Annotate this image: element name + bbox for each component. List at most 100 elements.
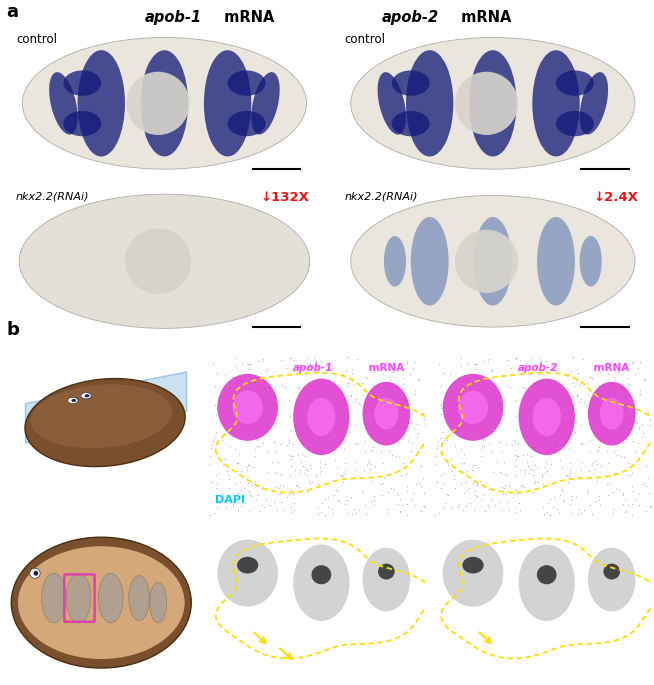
Point xyxy=(402,499,412,510)
Point xyxy=(460,476,471,487)
Point xyxy=(285,411,296,422)
Point xyxy=(574,380,585,391)
Point xyxy=(475,450,486,461)
Point xyxy=(394,451,404,462)
Ellipse shape xyxy=(537,217,575,306)
Ellipse shape xyxy=(141,50,188,156)
Text: mRNA: mRNA xyxy=(219,10,275,25)
Point xyxy=(611,421,622,432)
Point xyxy=(267,414,277,425)
Point xyxy=(405,446,416,457)
Point xyxy=(553,375,564,386)
Point xyxy=(520,464,530,475)
Point xyxy=(608,508,619,519)
Point xyxy=(360,386,370,397)
Point xyxy=(517,479,527,490)
Point xyxy=(509,438,520,449)
Point xyxy=(245,409,255,420)
Point xyxy=(409,357,420,368)
Point xyxy=(300,413,310,424)
Point xyxy=(340,365,351,376)
Point xyxy=(470,382,481,393)
Point xyxy=(487,363,497,374)
Ellipse shape xyxy=(362,547,410,612)
Point xyxy=(218,390,228,401)
Point xyxy=(445,453,456,464)
Point xyxy=(483,484,493,495)
Point xyxy=(228,500,238,511)
Point xyxy=(306,463,317,474)
Point xyxy=(594,441,604,452)
Point xyxy=(511,424,522,435)
Point xyxy=(593,399,604,410)
Point xyxy=(388,484,399,495)
Point xyxy=(627,510,637,521)
Point xyxy=(605,419,615,430)
Point xyxy=(368,495,379,506)
Point xyxy=(380,415,390,426)
Point xyxy=(221,502,232,513)
Point xyxy=(492,414,503,425)
Point xyxy=(543,414,553,425)
Ellipse shape xyxy=(67,397,78,403)
Point xyxy=(390,357,400,368)
Ellipse shape xyxy=(217,374,278,440)
Text: ↓132X: ↓132X xyxy=(261,191,310,204)
Point xyxy=(458,457,469,468)
Point xyxy=(572,368,583,379)
Point xyxy=(284,450,294,461)
Point xyxy=(593,405,603,416)
Point xyxy=(540,462,551,473)
Point xyxy=(572,375,583,386)
Point xyxy=(441,455,451,466)
Point xyxy=(277,470,287,481)
Ellipse shape xyxy=(19,195,310,328)
Point xyxy=(511,501,522,512)
Point xyxy=(454,466,464,477)
Text: apob-1: apob-1 xyxy=(145,10,202,25)
Point xyxy=(402,486,413,497)
Point xyxy=(338,477,349,488)
Point xyxy=(217,489,228,500)
Point xyxy=(328,363,338,374)
Point xyxy=(465,423,475,434)
Point xyxy=(208,436,218,447)
Point xyxy=(409,499,419,510)
Point xyxy=(443,429,453,440)
Point xyxy=(370,460,381,471)
Point xyxy=(536,356,547,366)
Ellipse shape xyxy=(228,71,266,96)
Point xyxy=(330,382,340,393)
Point xyxy=(371,378,382,389)
Point xyxy=(614,484,625,495)
Point xyxy=(564,471,574,482)
Point xyxy=(525,413,536,424)
Point xyxy=(335,434,345,445)
Point xyxy=(322,413,332,424)
Point xyxy=(643,473,653,484)
Ellipse shape xyxy=(392,111,430,136)
Point xyxy=(297,449,307,460)
Point xyxy=(390,414,400,425)
Point xyxy=(445,429,455,440)
Point xyxy=(475,444,486,455)
Point xyxy=(561,416,572,427)
Point xyxy=(482,397,492,408)
Point xyxy=(602,424,612,435)
Point xyxy=(496,418,507,429)
Point xyxy=(230,352,241,363)
Point xyxy=(249,372,259,383)
Point xyxy=(456,478,466,489)
Point xyxy=(436,399,446,410)
Point xyxy=(610,375,620,386)
Point xyxy=(436,483,447,494)
Point xyxy=(641,481,651,492)
Point xyxy=(290,464,300,475)
Point xyxy=(595,421,606,432)
Point xyxy=(384,445,394,456)
Ellipse shape xyxy=(33,571,39,576)
Point xyxy=(439,498,450,509)
Point xyxy=(232,458,242,469)
Point xyxy=(597,361,608,372)
Point xyxy=(617,488,628,499)
